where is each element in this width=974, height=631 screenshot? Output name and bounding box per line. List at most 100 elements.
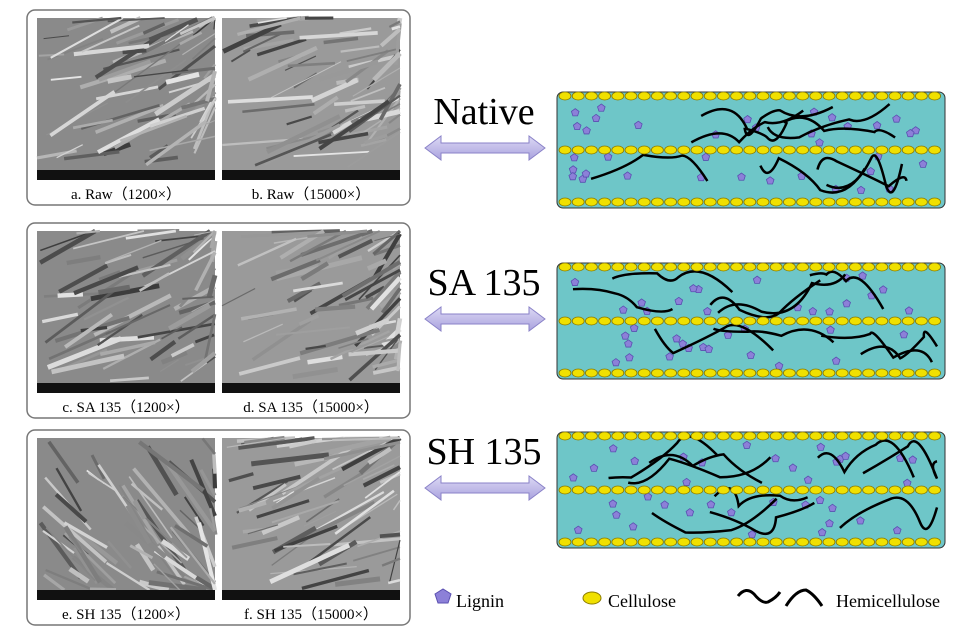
cellulose	[612, 92, 624, 100]
cellulose	[902, 198, 914, 206]
cellulose	[783, 198, 795, 206]
sem-texture	[380, 534, 400, 536]
cellulose	[849, 538, 861, 546]
cellulose	[770, 198, 782, 206]
cellulose	[770, 486, 782, 494]
cellulose	[876, 92, 888, 100]
cellulose	[783, 369, 795, 377]
cellulose	[717, 92, 729, 100]
cellulose	[797, 263, 809, 271]
double-arrow	[425, 307, 545, 331]
cellulose	[810, 317, 822, 325]
cellulose	[731, 198, 743, 206]
sem-texture	[315, 307, 355, 310]
sem-image	[222, 231, 400, 393]
cellulose	[797, 369, 809, 377]
cellulose	[731, 146, 743, 154]
cellulose	[929, 538, 941, 546]
legend: Lignin Cellulose Hemicellulose	[435, 589, 940, 611]
cellulose	[810, 146, 822, 154]
cellulose	[836, 432, 848, 440]
cellulose	[783, 263, 795, 271]
cellulose	[757, 486, 769, 494]
cellulose	[704, 486, 716, 494]
cellulose	[876, 369, 888, 377]
cellulose	[585, 146, 597, 154]
cellulose	[691, 92, 703, 100]
cellulose	[625, 486, 637, 494]
cellulose	[612, 317, 624, 325]
cellulose	[902, 432, 914, 440]
cellulose	[691, 317, 703, 325]
cellulose	[665, 263, 677, 271]
cellulose	[678, 486, 690, 494]
cellulose	[929, 432, 941, 440]
cellulose	[585, 432, 597, 440]
cellulose	[572, 146, 584, 154]
legend-label: Cellulose	[608, 591, 676, 611]
cellulose	[638, 92, 650, 100]
cellulose	[572, 198, 584, 206]
cellulose	[797, 198, 809, 206]
cellulose	[915, 432, 927, 440]
condition-label: Native	[433, 91, 534, 133]
cellulose	[651, 146, 663, 154]
cellulose	[770, 146, 782, 154]
cellulose	[678, 317, 690, 325]
cellulose	[929, 146, 941, 154]
cellulose	[572, 317, 584, 325]
cellulose	[915, 92, 927, 100]
cellulose	[836, 198, 848, 206]
cellulose	[744, 92, 756, 100]
image-caption: f. SH 135（15000×）	[244, 606, 378, 623]
cellulose	[638, 146, 650, 154]
cellulose	[585, 92, 597, 100]
cellulose	[612, 369, 624, 377]
cellulose	[876, 432, 888, 440]
cellulose	[783, 92, 795, 100]
cellulose	[915, 369, 927, 377]
cellulose	[704, 369, 716, 377]
image-caption: a. Raw（1200×）	[71, 186, 181, 203]
sem-info-bar	[222, 590, 400, 600]
cellulose	[651, 538, 663, 546]
cellulose	[836, 369, 848, 377]
cellulose	[678, 369, 690, 377]
cellulose	[572, 538, 584, 546]
cellulose	[770, 369, 782, 377]
cellulose	[902, 538, 914, 546]
cellulose	[929, 92, 941, 100]
cellulose	[638, 369, 650, 377]
cellulose	[836, 538, 848, 546]
cellulose	[889, 263, 901, 271]
cellulose	[889, 369, 901, 377]
cellulose	[599, 432, 611, 440]
cellulose	[717, 263, 729, 271]
cellulose	[757, 317, 769, 325]
structure-diagram	[557, 263, 945, 379]
cellulose	[770, 317, 782, 325]
cellulose	[810, 198, 822, 206]
cellulose	[770, 92, 782, 100]
cellulose	[612, 146, 624, 154]
cellulose	[863, 432, 875, 440]
cellulose	[915, 538, 927, 546]
cellulose	[665, 538, 677, 546]
cellulose	[770, 263, 782, 271]
cellulose	[638, 198, 650, 206]
cellulose	[929, 317, 941, 325]
cellulose	[902, 486, 914, 494]
cellulose	[757, 538, 769, 546]
cellulose	[651, 432, 663, 440]
cellulose	[823, 486, 835, 494]
cellulose	[929, 198, 941, 206]
cellulose	[704, 263, 716, 271]
cellulose	[691, 486, 703, 494]
cellulose	[559, 317, 571, 325]
cellulose	[678, 146, 690, 154]
cellulose	[823, 263, 835, 271]
cellulose	[559, 198, 571, 206]
cellulose	[678, 538, 690, 546]
cellulose	[836, 486, 848, 494]
sem-image	[37, 438, 215, 600]
